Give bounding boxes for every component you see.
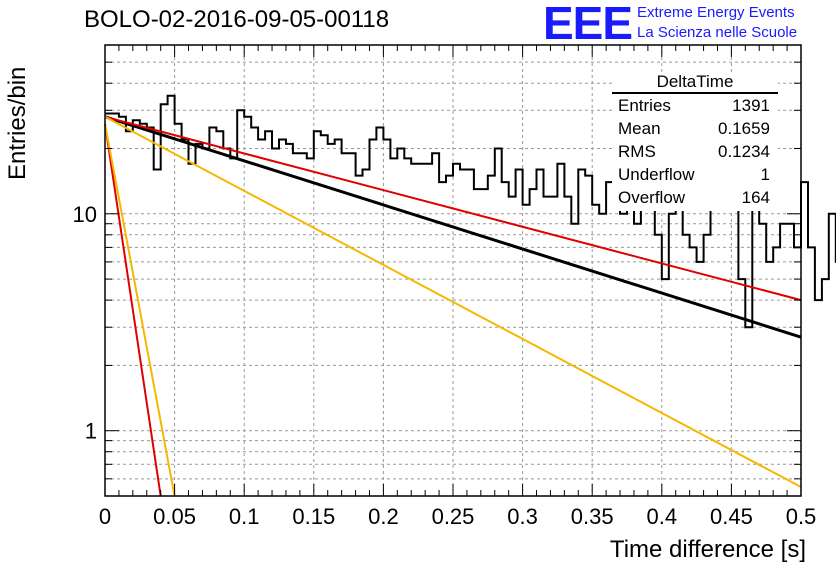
x-tick-label: 0.1	[229, 504, 260, 529]
x-tick-label: 0.3	[507, 504, 538, 529]
x-tick-label: 0.35	[571, 504, 614, 529]
y-tick-label: 1	[85, 419, 97, 444]
fit-line-black-0	[104, 115, 802, 339]
stats-label: RMS	[618, 142, 656, 161]
fit-line-yellow-2	[104, 115, 802, 488]
x-tick-label: 0.2	[368, 504, 399, 529]
x-tick-label: 0.15	[292, 504, 335, 529]
stats-row-overflow: Overflow 164	[612, 188, 778, 211]
stats-value: 0.1234	[718, 142, 770, 161]
stats-label: Entries	[618, 96, 671, 115]
x-tick-label: 0	[99, 504, 111, 529]
stats-label: Underflow	[618, 165, 695, 184]
stats-label: Overflow	[618, 188, 686, 207]
y-axis-label: Entries/bin	[4, 66, 31, 180]
x-tick-label: 0.4	[647, 504, 678, 529]
stats-value: 1	[760, 165, 770, 184]
stats-value: 0.1659	[718, 119, 770, 138]
stats-value: 1391	[732, 96, 770, 115]
x-tick-label: 0.05	[153, 504, 196, 529]
x-axis-label: Time difference [s]	[609, 536, 806, 563]
y-tick-label: 10	[73, 202, 97, 227]
fit-line-yellow-4	[104, 123, 176, 497]
brand-line-2: La Scienza nelle Scuole	[637, 24, 798, 41]
stats-value: 164	[741, 188, 770, 207]
fit-line-red-1	[104, 115, 802, 302]
x-tick-label: 0.45	[710, 504, 753, 529]
stats-box: DeltaTime Entries 1391 Mean 0.1659 RMS 0…	[612, 72, 778, 211]
stats-row-mean: Mean 0.1659	[612, 119, 778, 142]
stats-title: DeltaTime	[612, 72, 778, 94]
stats-row-underflow: Underflow 1	[612, 165, 778, 188]
brand-line-1: Extreme Energy Events	[637, 4, 795, 21]
x-tick-label: 0.25	[432, 504, 475, 529]
stats-label: Mean	[618, 119, 661, 138]
eee-logo: EEE	[543, 0, 633, 49]
fit-line-red-3	[104, 123, 162, 497]
stats-row-entries: Entries 1391	[612, 96, 778, 119]
x-tick-label: 0.5	[786, 504, 817, 529]
chart-title: BOLO-02-2016-09-05-00118	[84, 6, 390, 33]
stats-row-rms: RMS 0.1234	[612, 142, 778, 165]
